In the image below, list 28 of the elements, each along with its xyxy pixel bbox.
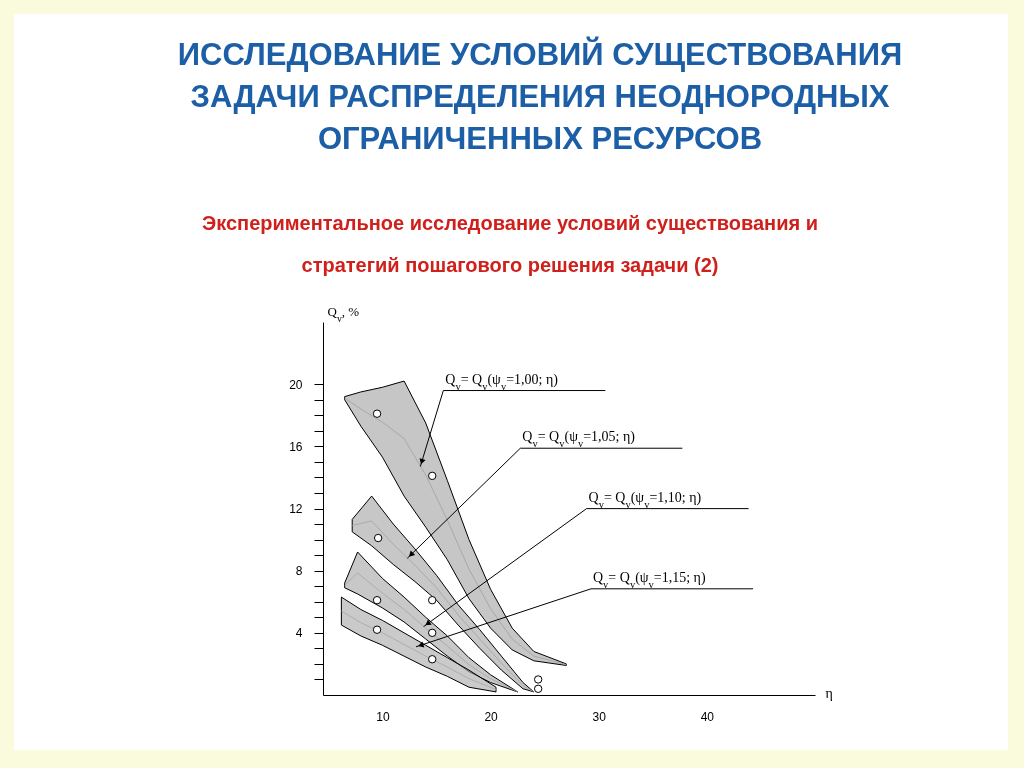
x-axis-title: η [825,685,833,701]
x-tick-label: 40 [700,709,715,724]
y-tick-label: 8 [295,564,303,579]
point [533,684,543,693]
annotation: Q$_{v}$= Q$_{v}$(ψ$_{v}$=1,15; η) [592,569,706,590]
point [428,628,437,638]
chart-title: ИССЛЕДОВАНИЕ УСЛОВИЙ СУЩЕСТВОВАНИЯ ЗАДАЧИ РАСПРЕДЕЛЕНИЯ НЕОДНОРОДНЫХ ОГРАНИЧЕННЫХ РЕСУРСОВ [176,35,904,158]
annotation: Q$_{v}$= Q$_{v}$(ψ$_{v}$=1,10; η) [588,489,702,510]
chart-subtitle: Экспериментальное исследование условий существования и стратегий пошагового решения задачи (2) [201,211,819,278]
point [373,533,383,543]
point [372,409,382,418]
y-axis-title: Q$_{v}$, % [327,303,360,323]
x-tick-label: 20 [484,709,499,724]
point [372,625,382,634]
point [428,596,437,605]
annotation: Q$_{v}$= Q$_{v}$(ψ$_{v}$=1,00; η) [445,371,559,392]
y-tick-label: 16 [289,439,303,454]
x-tick-label: 30 [592,709,607,724]
x-tick-label: 10 [376,709,390,724]
point [428,471,437,481]
annotation: Q$_{v}$= Q$_{v}$(ψ$_{v}$=1,05; η) [522,429,636,449]
point [428,655,437,664]
y-tick-label: 12 [289,502,303,516]
point [372,596,382,605]
point [533,675,543,684]
y-tick-label: 20 [289,377,303,392]
y-tick-label: 4 [295,626,303,641]
line-series [340,610,497,690]
